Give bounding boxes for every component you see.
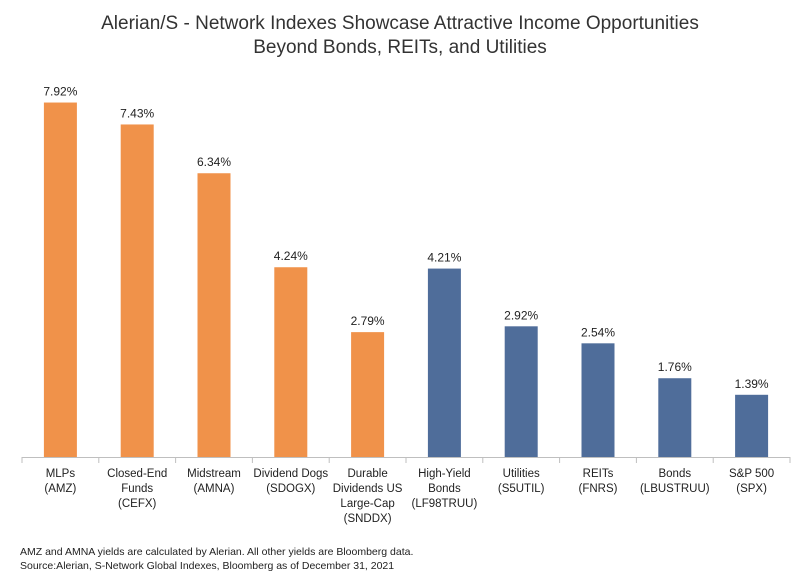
category-labels-group: MLPs (AMZ) Closed-End Funds (CEFX) Midstream (…: [44, 468, 774, 525]
category-label: REITs (FNRS): [579, 468, 618, 495]
category-label-line: (LF98TRUU): [411, 498, 477, 510]
category-label-line: Dividend Dogs: [253, 468, 328, 480]
category-label-line: (LBUSTRUU): [640, 483, 710, 495]
category-label: Closed-End Funds (CEFX): [107, 468, 167, 510]
category-label-line: S&P 500: [729, 468, 774, 480]
category-label-line: (SDOGX): [266, 483, 315, 495]
data-labels-group: 7.92% 7.43% 6.34% 4.24% 2.79% 4.21% 2.92% 2.54%…: [43, 85, 769, 391]
category-label-line: Durable: [347, 468, 387, 480]
chart-title-line-2: Beyond Bonds, REITs, and Utilities: [253, 37, 547, 58]
data-label: 4.21%: [427, 251, 461, 265]
chart-footer: AMZ and AMNA yields are calculated by Al…: [20, 545, 413, 573]
category-label-line: (SNDDX): [344, 513, 392, 525]
category-label: MLPs (AMZ): [44, 468, 76, 495]
category-label-line: Midstream: [187, 468, 241, 480]
data-label: 2.79%: [351, 314, 385, 328]
category-label-line: Dividends US: [333, 483, 403, 495]
category-label: Bonds (LBUSTRUU): [640, 468, 710, 495]
category-label-line: REITs: [583, 468, 614, 480]
category-label: High-Yield Bonds (LF98TRUU): [411, 468, 477, 510]
category-label-line: Large-Cap: [340, 498, 394, 510]
chart-title-line-1: Alerian/S - Network Indexes Showcase Att…: [101, 13, 699, 34]
bars-group: [43, 102, 769, 458]
chart-title: Alerian/S - Network Indexes Showcase Att…: [0, 12, 800, 60]
bar-chart: 7.92% 7.43% 6.34% 4.24% 2.79% 4.21% 2.92% 2.54%…: [21, 85, 791, 525]
category-label-line: MLPs: [46, 468, 76, 480]
category-label: Midstream (AMNA): [187, 468, 241, 495]
category-label-line: Funds: [121, 483, 153, 495]
data-label: 6.34%: [197, 155, 231, 169]
data-label: 1.39%: [735, 377, 769, 391]
data-label: 1.76%: [658, 360, 692, 374]
category-label: S&P 500 (SPX): [729, 468, 774, 495]
bar: [197, 173, 231, 457]
category-label-line: High-Yield: [418, 468, 471, 480]
data-label: 4.24%: [274, 249, 308, 263]
category-label-line: (AMNA): [194, 483, 235, 495]
bar: [351, 332, 385, 457]
x-ticks-group: [21, 457, 791, 463]
bar: [735, 394, 769, 457]
category-label-line: (SPX): [736, 483, 767, 495]
bar: [274, 267, 308, 457]
category-label: Durable Dividends US Large-Cap (SNDDX): [333, 468, 403, 525]
bar: [658, 378, 692, 457]
category-label: Utilities (S5UTIL): [498, 468, 545, 495]
category-label-line: (S5UTIL): [498, 483, 545, 495]
bar: [43, 102, 77, 457]
bar: [581, 343, 615, 457]
footer-source: Source:Alerian, S-Network Global Indexes…: [20, 560, 395, 572]
data-label: 7.92%: [43, 85, 77, 99]
category-label-line: Bonds: [428, 483, 461, 495]
data-label: 2.54%: [581, 325, 615, 339]
footer-note: AMZ and AMNA yields are calculated by Al…: [20, 546, 414, 558]
category-label: Dividend Dogs (SDOGX): [253, 468, 328, 495]
category-label-line: (FNRS): [579, 483, 618, 495]
data-label: 2.92%: [504, 308, 538, 322]
category-label-line: Bonds: [658, 468, 691, 480]
bar: [427, 268, 461, 457]
data-label: 7.43%: [120, 106, 154, 120]
bar: [504, 326, 538, 457]
category-label-line: Closed-End: [107, 468, 167, 480]
category-label-line: (CEFX): [118, 498, 157, 510]
category-label-line: Utilities: [503, 468, 540, 480]
bar: [120, 124, 154, 458]
category-label-line: (AMZ): [44, 483, 76, 495]
